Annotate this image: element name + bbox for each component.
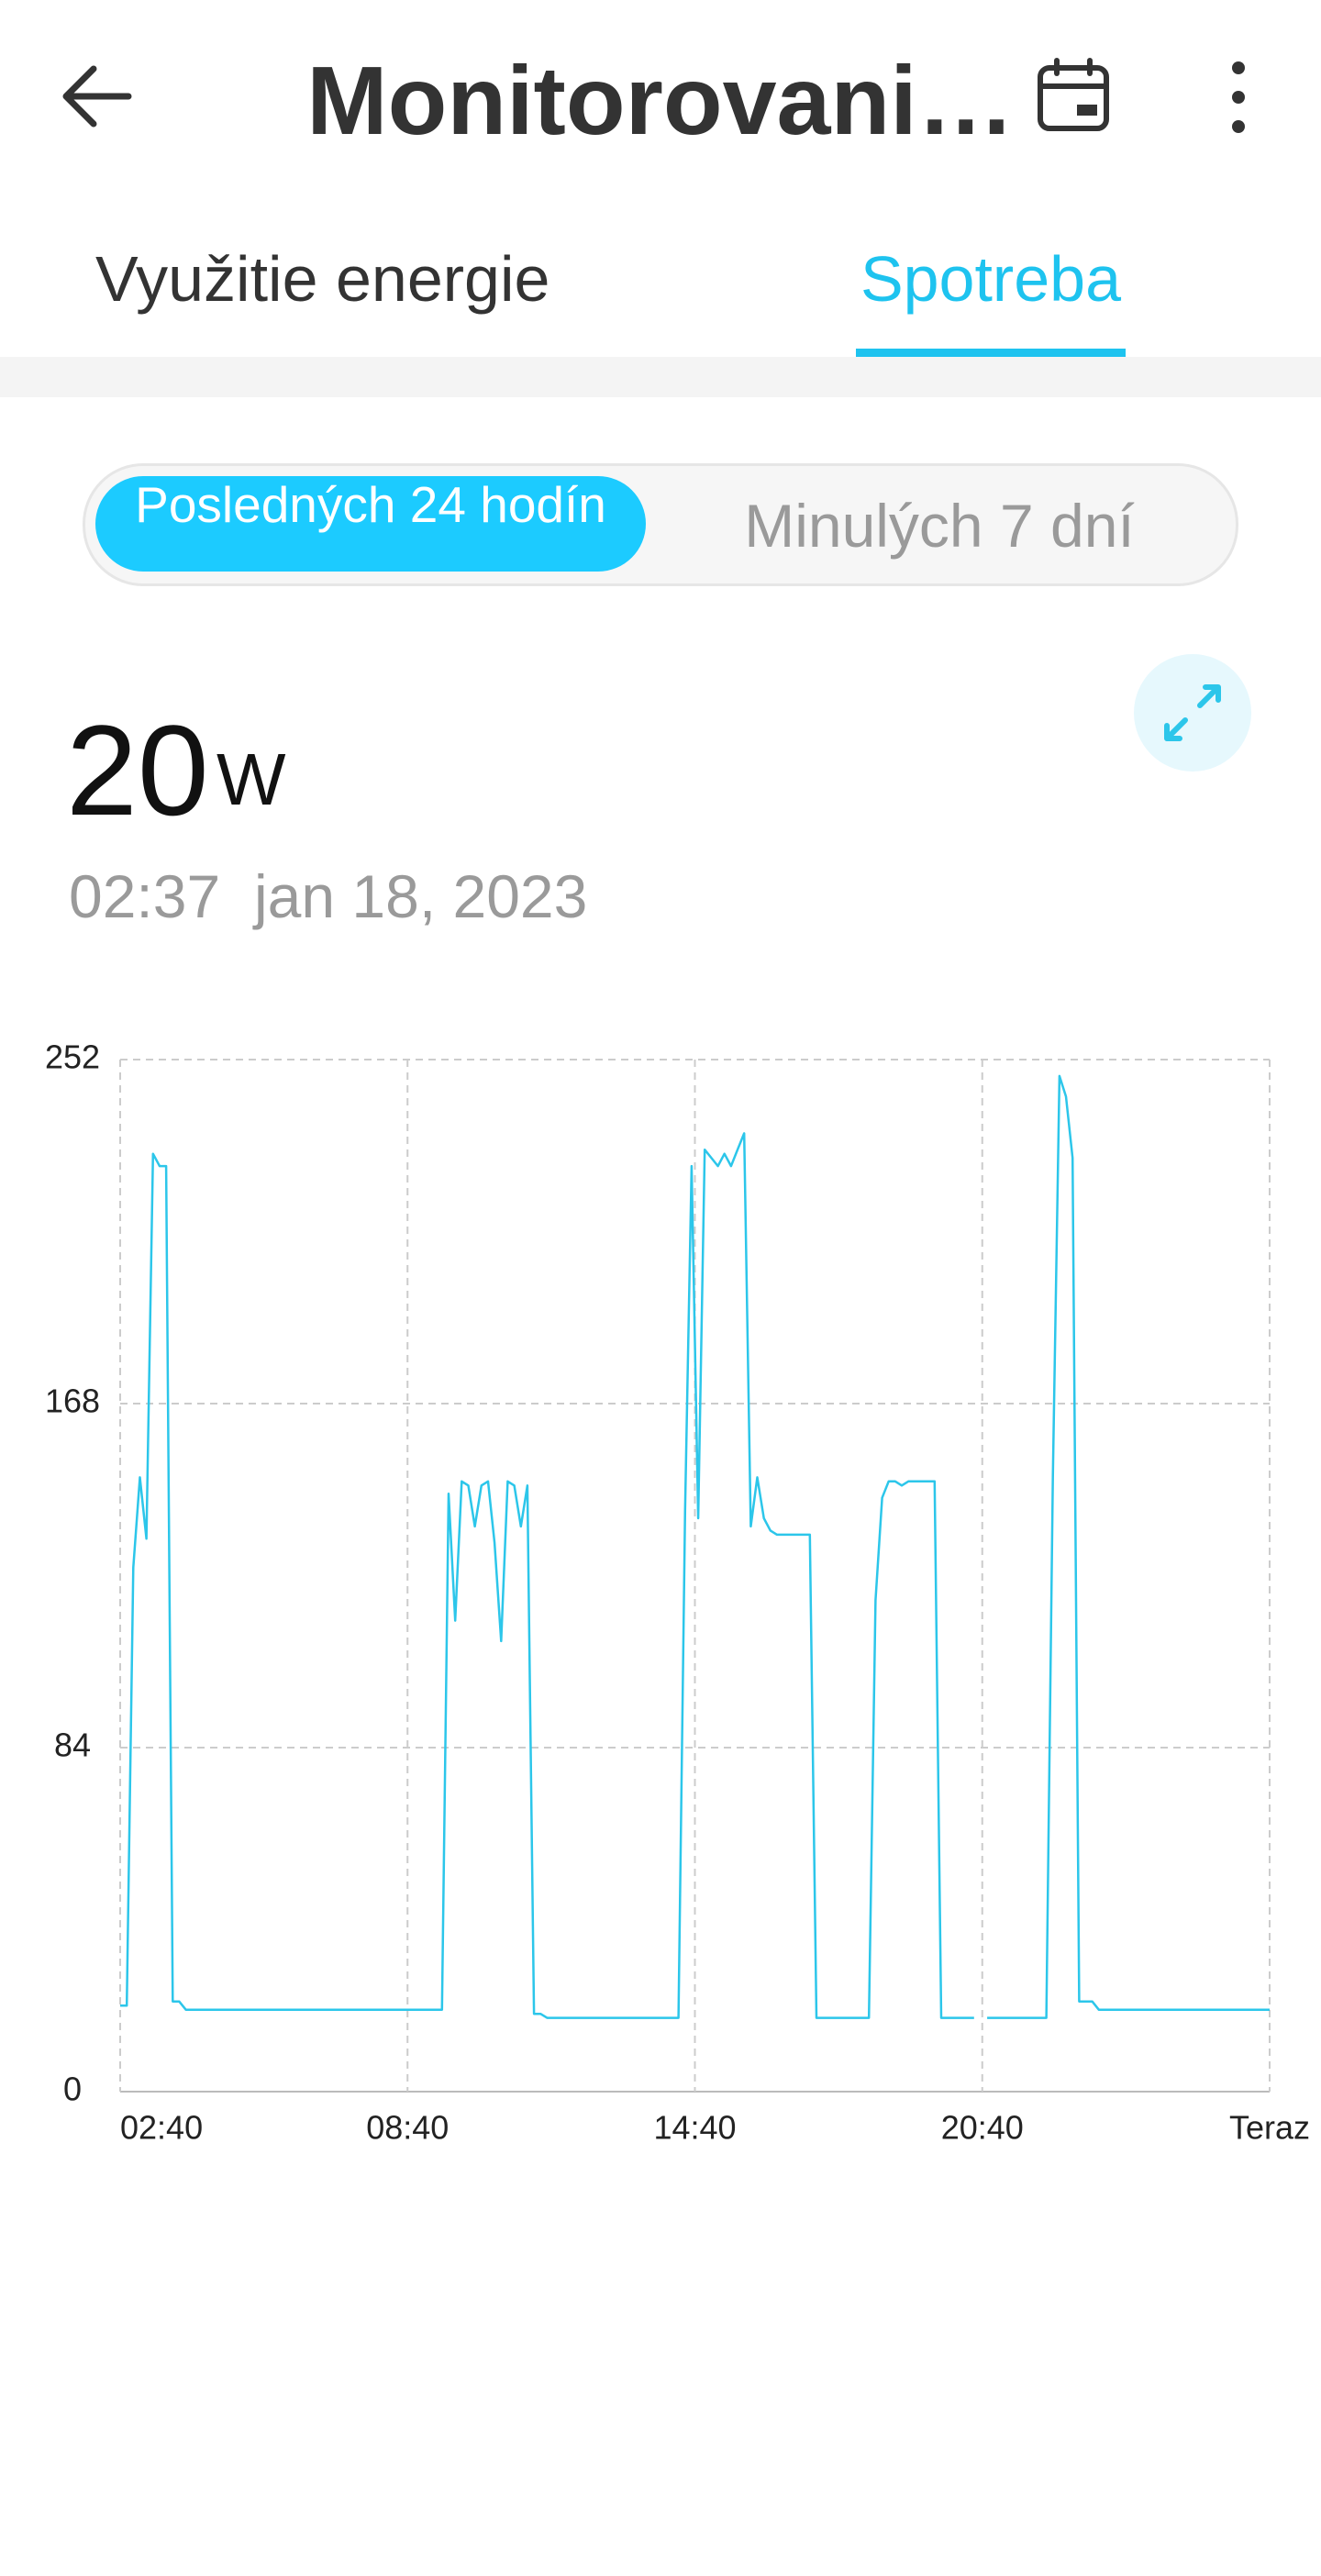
x-tick-label: 08:40 [366,2109,449,2147]
y-tick-label: 252 [45,1038,100,1076]
divider [0,357,1321,397]
range-option-active[interactable]: Posledných 24 hodín [95,476,646,572]
reading-time: 02:37 [69,862,221,930]
more-button[interactable] [1220,59,1257,136]
x-tick-label: 20:40 [941,2109,1024,2147]
x-tick-label: 14:40 [653,2109,736,2147]
reading-unit: W [216,738,286,820]
x-tick-label: 02:40 [120,2109,203,2147]
y-tick-label: 168 [45,1382,100,1420]
reading-value: 20 [66,698,209,842]
chart: 0 84 168 252 02:40 08:40 14:40 20:40 Teraz [45,1038,1310,2147]
expand-button[interactable] [1134,654,1251,772]
tab-indicator [856,349,1126,357]
reading-date: jan 18, 2023 [254,862,588,930]
tab[interactable]: Využitie energie [95,243,550,315]
x-tick-label: Teraz [1229,2109,1310,2147]
screen-title: Monitorovani… [306,47,1015,155]
y-tick-label: 0 [63,2071,82,2108]
range-option[interactable]: Minulých 7 dní [744,492,1135,560]
tab-active[interactable]: Spotreba [860,243,1122,315]
data-line [120,1074,1270,2019]
back-button[interactable] [55,55,138,138]
y-tick-label: 84 [54,1727,91,1764]
calendar-button[interactable] [1035,57,1114,136]
